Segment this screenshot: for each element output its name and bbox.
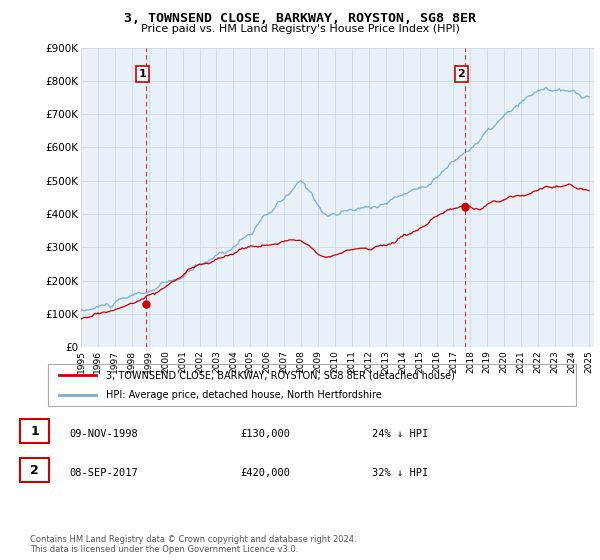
Text: 3, TOWNSEND CLOSE, BARKWAY, ROYSTON, SG8 8ER: 3, TOWNSEND CLOSE, BARKWAY, ROYSTON, SG8… (124, 12, 476, 25)
Text: 2: 2 (458, 69, 466, 79)
Text: 1: 1 (139, 69, 146, 79)
Text: Price paid vs. HM Land Registry's House Price Index (HPI): Price paid vs. HM Land Registry's House … (140, 24, 460, 34)
Text: 2: 2 (30, 464, 39, 477)
Text: Contains HM Land Registry data © Crown copyright and database right 2024.
This d: Contains HM Land Registry data © Crown c… (30, 535, 356, 554)
Text: £420,000: £420,000 (240, 468, 290, 478)
Text: 09-NOV-1998: 09-NOV-1998 (69, 429, 138, 439)
Text: 32% ↓ HPI: 32% ↓ HPI (372, 468, 428, 478)
Text: 3, TOWNSEND CLOSE, BARKWAY, ROYSTON, SG8 8ER (detached house): 3, TOWNSEND CLOSE, BARKWAY, ROYSTON, SG8… (106, 370, 455, 380)
Text: £130,000: £130,000 (240, 429, 290, 439)
Text: 1: 1 (30, 424, 39, 438)
Text: HPI: Average price, detached house, North Hertfordshire: HPI: Average price, detached house, Nort… (106, 390, 382, 400)
Text: 08-SEP-2017: 08-SEP-2017 (69, 468, 138, 478)
Text: 24% ↓ HPI: 24% ↓ HPI (372, 429, 428, 439)
